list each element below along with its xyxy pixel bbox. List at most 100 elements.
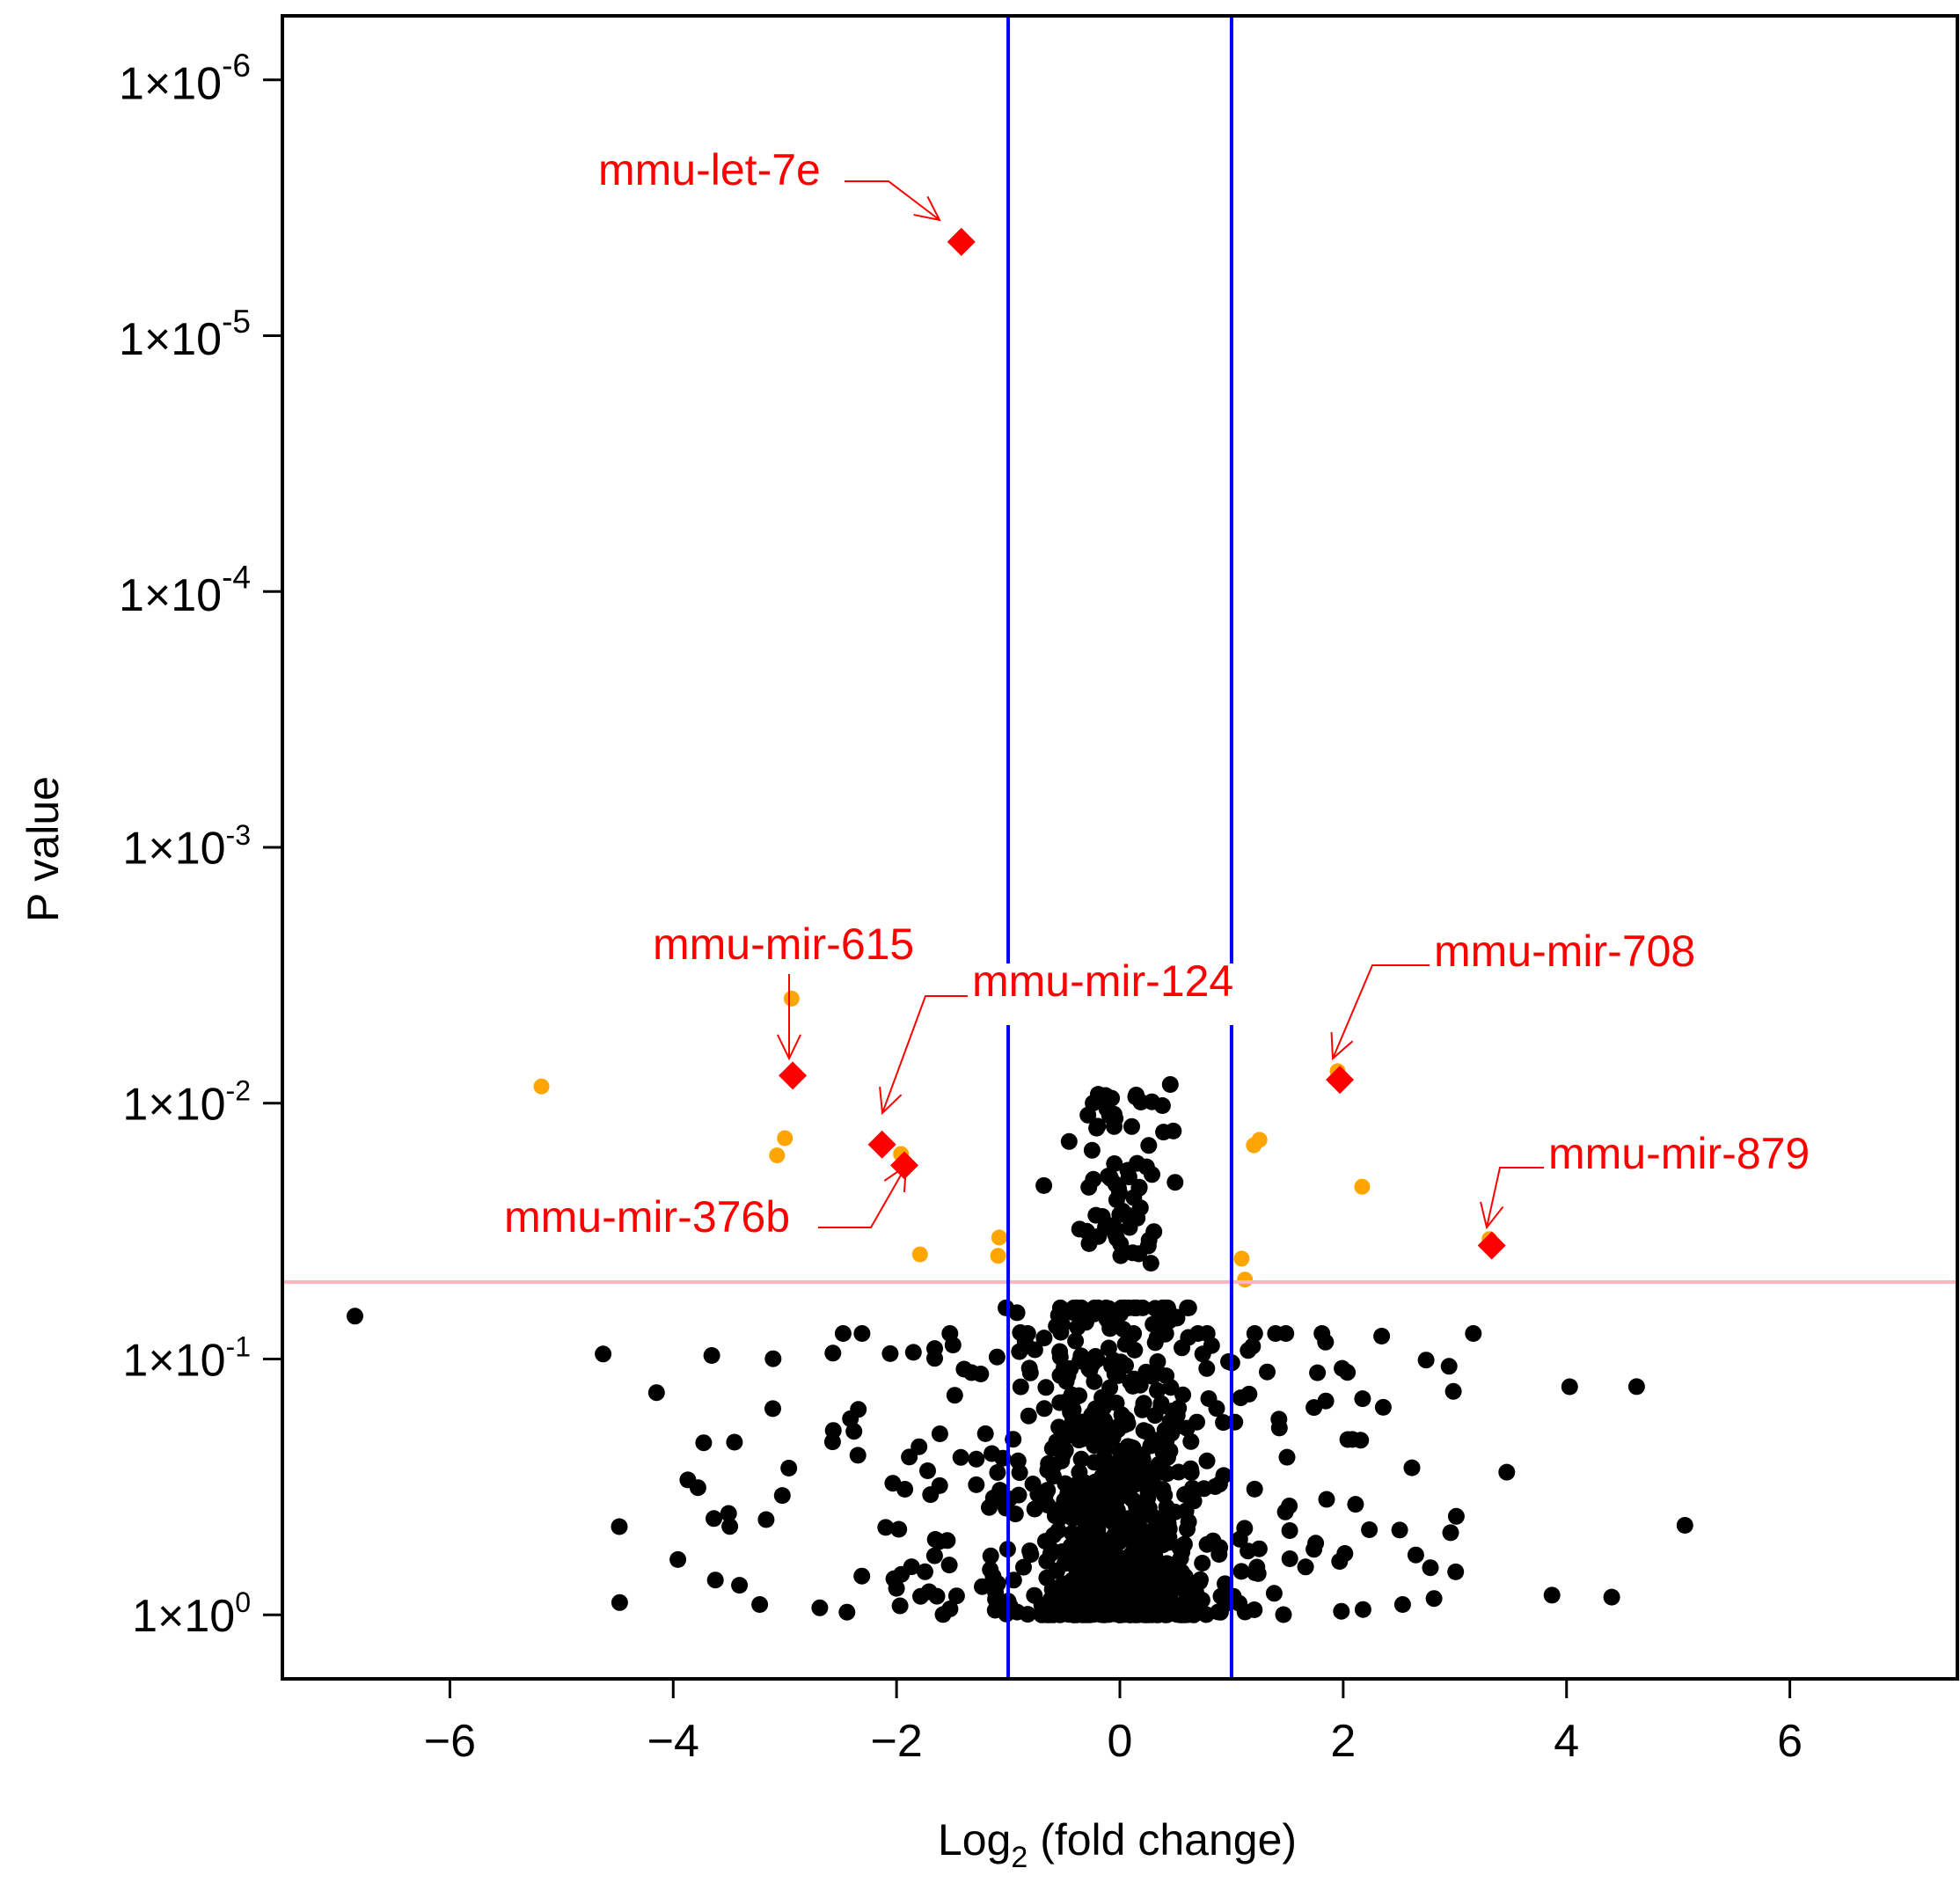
point-nonsignificant: [1267, 1325, 1284, 1342]
point-nonsignificant: [1317, 1392, 1335, 1410]
y-tick-label: 1×10-5: [119, 304, 251, 365]
x-axis-title-rest: (fold change): [1028, 1815, 1297, 1865]
point-nonsignificant: [1144, 1166, 1160, 1183]
point-nonsignificant: [1056, 1394, 1073, 1411]
point-nonsignificant: [1152, 1395, 1170, 1412]
point-nonsignificant: [891, 1597, 909, 1615]
point-nonsignificant: [1200, 1390, 1218, 1407]
point-nonsignificant: [1143, 1093, 1160, 1110]
point-nonsignificant: [1447, 1563, 1465, 1580]
arrow-line-mmu-mir-124: [881, 995, 968, 1114]
point-nonsignificant: [1417, 1352, 1435, 1369]
y-tick-label-exponent: -3: [226, 819, 251, 851]
point-nonsignificant: [1107, 1176, 1124, 1193]
point-nonsignificant: [1106, 1526, 1123, 1543]
arrowhead-mmu-mir-708: [1330, 1031, 1354, 1061]
point-nonsignificant: [1265, 1585, 1283, 1602]
point-nonsignificant: [1232, 1563, 1250, 1580]
point-nonsignificant: [1339, 1431, 1357, 1448]
point-nonsignificant: [726, 1433, 743, 1451]
arrow-line-mmu-mir-879: [1486, 1167, 1544, 1228]
point-nonsignificant: [721, 1518, 739, 1535]
point-nonsignificant: [1160, 1528, 1178, 1546]
point-nonsignificant: [845, 1423, 863, 1440]
point-nonsignificant: [1015, 1558, 1032, 1576]
point-nonsignificant: [946, 1387, 963, 1404]
point-nonsignificant: [1137, 1468, 1154, 1484]
point-nonsignificant: [998, 1605, 1015, 1623]
point-nonsignificant: [941, 1601, 959, 1617]
point-nonsignificant: [1053, 1452, 1071, 1469]
point-nonsignificant: [1078, 1222, 1095, 1240]
point-nonsignificant: [1080, 1178, 1098, 1196]
point-nonsignificant: [1038, 1552, 1056, 1570]
point-nonsignificant: [773, 1487, 791, 1505]
point-nonsignificant: [1161, 1076, 1179, 1093]
point-significant: [533, 1078, 550, 1095]
y-tick-label-base: 1×10: [122, 1079, 225, 1130]
point-nonsignificant: [1259, 1363, 1276, 1381]
x-axis-title: Log2 (fold change): [938, 1815, 1297, 1874]
y-tick-label-base: 1×10: [132, 1591, 235, 1642]
point-nonsignificant: [1128, 1601, 1145, 1619]
point-nonsignificant: [1153, 1303, 1171, 1321]
point-nonsignificant: [952, 1448, 969, 1466]
point-nonsignificant: [703, 1347, 720, 1364]
point-significant: [1237, 1271, 1254, 1288]
point-nonsignificant: [1270, 1419, 1288, 1437]
point-nonsignificant: [1231, 1530, 1248, 1548]
y-tick-label-base: 1×10: [119, 58, 222, 109]
point-nonsignificant: [1178, 1590, 1196, 1608]
point-nonsignificant: [1676, 1517, 1693, 1534]
point-nonsignificant: [1089, 1086, 1107, 1103]
point-nonsignificant: [1246, 1325, 1263, 1342]
point-nonsignificant: [347, 1308, 363, 1325]
point-nonsignificant: [1425, 1590, 1443, 1608]
point-nonsignificant: [1037, 1379, 1055, 1396]
point-nonsignificant: [1374, 1398, 1392, 1416]
label-mmu-mir-615: mmu-mir-615: [653, 920, 914, 969]
point-nonsignificant: [901, 1448, 918, 1466]
point-nonsignificant: [1145, 1223, 1163, 1241]
point-nonsignificant: [1083, 1141, 1101, 1159]
point-nonsignificant: [1246, 1601, 1263, 1618]
point-nonsignificant: [1011, 1464, 1028, 1482]
point-nonsignificant: [1206, 1478, 1224, 1495]
point-nonsignificant: [1158, 1575, 1175, 1593]
point-nonsignificant: [1020, 1407, 1037, 1425]
point-nonsignificant: [1176, 1568, 1194, 1586]
point-nonsignificant: [1170, 1399, 1188, 1417]
arrowhead-mmu-mir-376b: [883, 1164, 908, 1192]
highlighted-point-mmu-mir-615: [779, 1061, 808, 1090]
point-nonsignificant: [1194, 1555, 1211, 1572]
point-nonsignificant: [998, 1499, 1014, 1517]
point-nonsignificant: [1035, 1176, 1053, 1194]
point-nonsignificant: [1093, 1541, 1110, 1558]
point-nonsignificant: [1041, 1594, 1058, 1612]
point-nonsignificant: [1081, 1606, 1098, 1623]
point-nonsignificant: [689, 1479, 706, 1497]
point-nonsignificant: [1128, 1447, 1145, 1464]
point-nonsignificant: [1244, 1337, 1262, 1355]
point-nonsignificant: [925, 1547, 943, 1564]
point-nonsignificant: [731, 1577, 749, 1594]
point-nonsignificant: [1086, 1454, 1103, 1471]
point-nonsignificant: [706, 1510, 722, 1528]
point-nonsignificant: [1240, 1385, 1258, 1403]
point-nonsignificant: [1105, 1352, 1123, 1369]
point-nonsignificant: [1107, 1110, 1124, 1127]
point-nonsignificant: [888, 1579, 905, 1597]
point-nonsignificant: [1354, 1601, 1371, 1618]
point-nonsignificant: [1220, 1353, 1237, 1370]
point-nonsignificant: [647, 1384, 665, 1402]
point-nonsignificant: [1106, 1155, 1123, 1172]
point-nonsignificant: [1248, 1558, 1266, 1576]
point-nonsignificant: [1086, 1373, 1103, 1390]
point-nonsignificant: [998, 1299, 1014, 1316]
point-nonsignificant: [1182, 1432, 1200, 1450]
point-nonsignificant: [903, 1558, 920, 1576]
point-nonsignificant: [1130, 1245, 1147, 1263]
point-nonsignificant: [1189, 1325, 1207, 1342]
point-nonsignificant: [1035, 1330, 1053, 1347]
